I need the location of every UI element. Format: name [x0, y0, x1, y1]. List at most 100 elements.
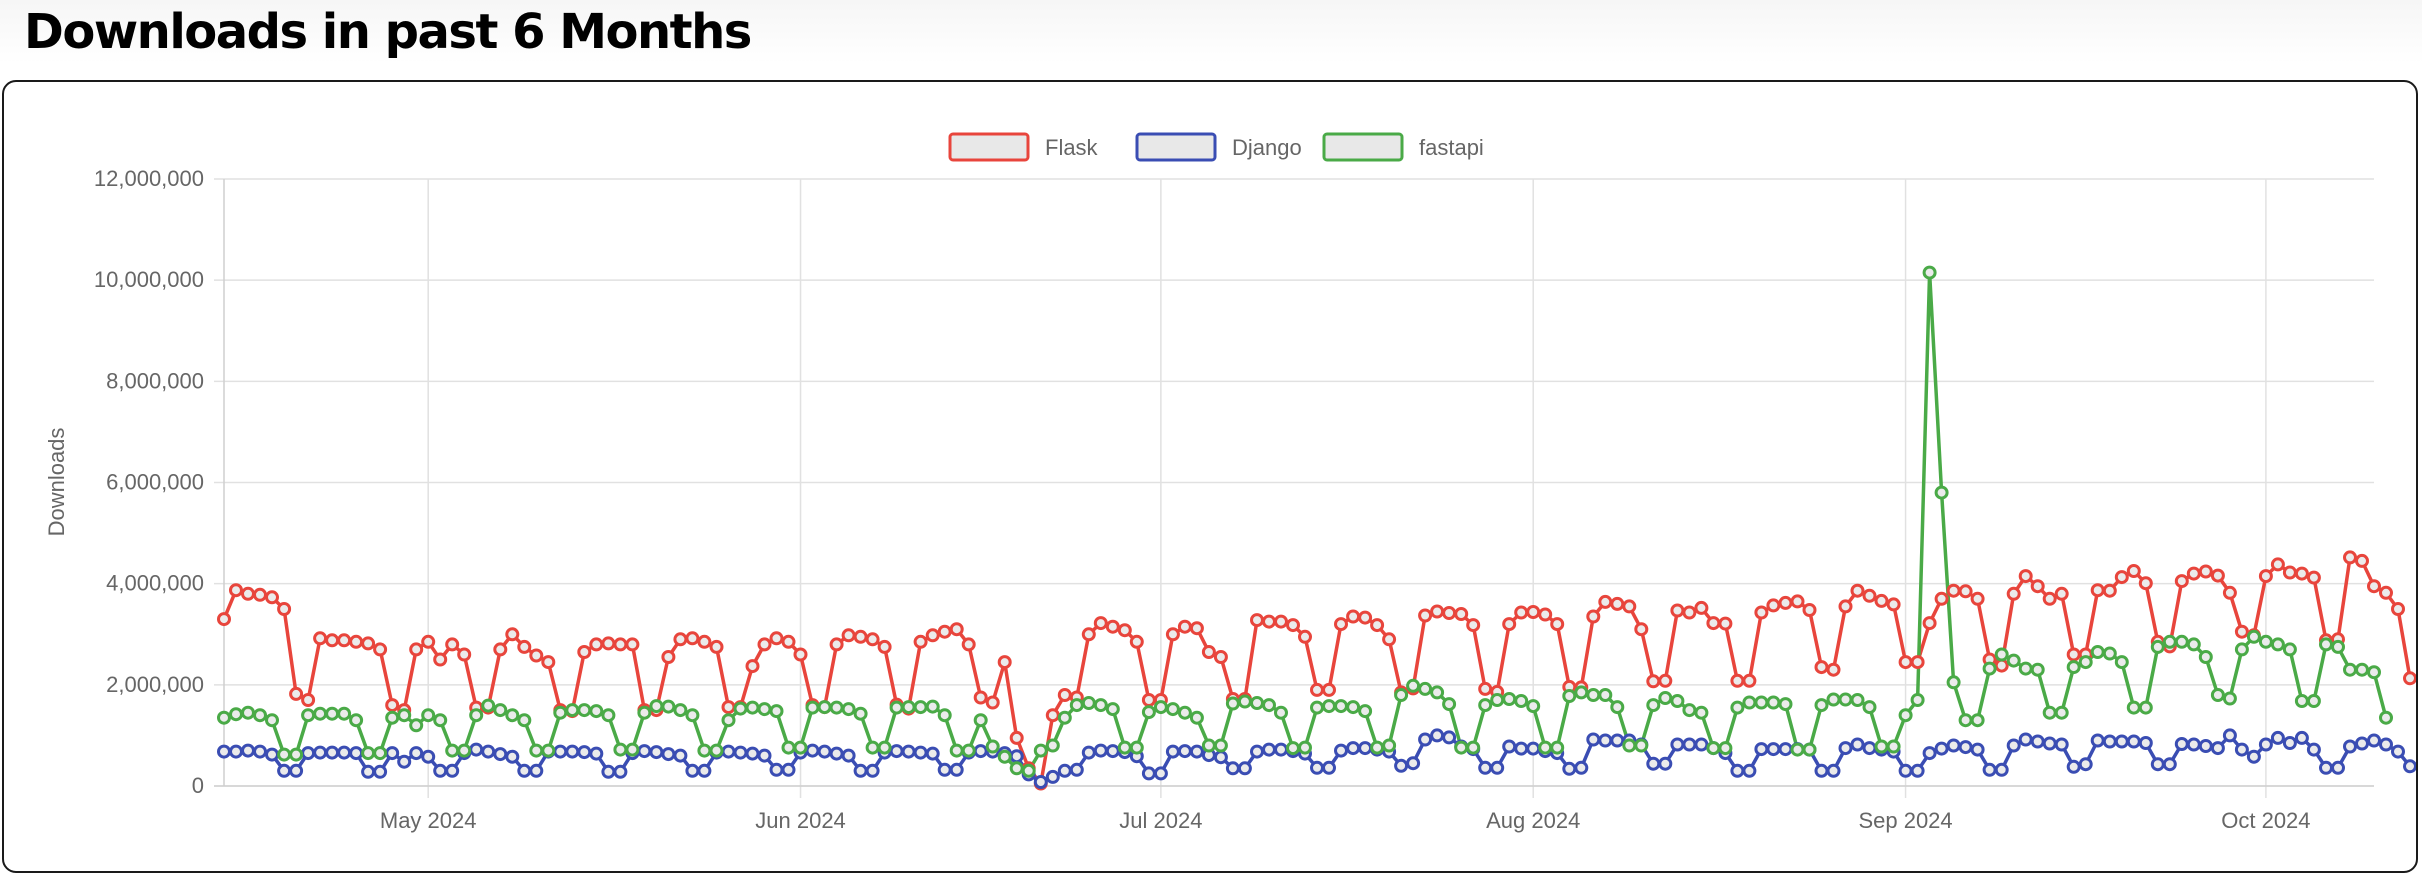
data-point-django [373, 764, 388, 779]
data-point-flask [997, 655, 1012, 670]
data-point-django [2006, 738, 2021, 753]
data-point-flask [793, 647, 808, 662]
data-point-fastapi [781, 740, 796, 755]
data-point-flask [289, 686, 304, 701]
data-point-flask [1213, 650, 1228, 664]
data-point-fastapi [2222, 691, 2237, 706]
data-point-fastapi [961, 743, 976, 758]
data-point-flask [1538, 607, 1553, 622]
data-point-flask [1814, 660, 1829, 675]
data-point-django [1189, 744, 1204, 759]
data-point-fastapi [889, 700, 904, 715]
data-point-fastapi [1766, 695, 1781, 710]
data-point-django [2090, 733, 2105, 748]
data-point-django [1826, 763, 1841, 778]
data-point-flask [1262, 614, 1276, 629]
data-point-flask [1093, 616, 1108, 631]
data-point-fastapi [457, 743, 472, 758]
data-point-fastapi [1225, 696, 1240, 711]
x-tick-label: Sep 2024 [1858, 808, 1952, 833]
data-point-fastapi [1538, 740, 1553, 755]
data-point-django [1814, 763, 1829, 778]
data-point-flask [1298, 629, 1312, 644]
data-point-fastapi [913, 700, 928, 715]
data-point-fastapi [2090, 645, 2105, 659]
data-point-fastapi [1394, 688, 1409, 702]
data-point-fastapi [877, 740, 892, 755]
data-point-django [937, 762, 952, 777]
data-point-fastapi [709, 743, 724, 758]
data-point-django [1514, 741, 1529, 756]
data-point-flask [1346, 609, 1361, 624]
legend-label-flask: Flask [1045, 135, 1099, 160]
data-point-flask [1286, 618, 1300, 633]
data-point-fastapi [481, 698, 496, 713]
data-point-fastapi [2258, 634, 2273, 649]
data-point-fastapi [265, 713, 279, 728]
data-point-flask [409, 642, 424, 657]
data-point-flask [2198, 564, 2213, 579]
data-point-django [1862, 741, 1877, 756]
data-point-fastapi [697, 743, 712, 758]
data-point-flask [1177, 619, 1192, 634]
data-point-fastapi [925, 699, 940, 714]
data-point-flask [457, 647, 472, 662]
data-point-django [745, 746, 760, 761]
data-point-django [1418, 732, 1433, 747]
data-point-fastapi [1213, 738, 1228, 753]
data-point-flask [1934, 591, 1949, 606]
data-point-fastapi [241, 705, 255, 720]
data-point-flask [517, 639, 532, 654]
data-point-fastapi [2138, 700, 2153, 715]
data-point-django [673, 748, 688, 763]
data-point-flask [1946, 583, 1961, 598]
data-point-django [577, 745, 592, 760]
y-tick-label: 8,000,000 [106, 368, 204, 393]
data-point-django [1250, 744, 1264, 759]
data-point-django [757, 748, 772, 763]
data-point-django [529, 763, 544, 778]
data-point-flask [2138, 576, 2153, 591]
x-tick-label: Oct 2024 [2221, 808, 2310, 833]
y-tick-label: 2,000,000 [106, 672, 204, 697]
data-point-flask [265, 590, 279, 605]
data-point-django [601, 764, 616, 779]
chart-card: 0 2,000,000 4,000,000 6,000,000 8,000,000 10,… [2, 80, 2418, 873]
data-point-fastapi [1550, 740, 1565, 755]
data-point-flask [1850, 583, 1865, 598]
data-point-django [1526, 741, 1541, 756]
data-point-django [1093, 743, 1108, 758]
data-point-fastapi [1201, 738, 1216, 753]
data-point-flask [1730, 673, 1745, 688]
data-point-django [1442, 730, 1457, 745]
data-point-flask [1550, 617, 1565, 632]
data-point-flask [1622, 599, 1637, 614]
data-point-django [2234, 742, 2249, 757]
data-point-fastapi [289, 747, 304, 762]
data-point-django [2042, 736, 2057, 751]
data-point-flask [1045, 708, 1060, 723]
data-point-fastapi [2018, 661, 2033, 676]
data-point-django [781, 762, 796, 777]
data-point-fastapi [2210, 688, 2225, 702]
data-point-fastapi [1658, 691, 1673, 705]
data-point-fastapi [1502, 692, 1517, 706]
data-point-flask [1922, 616, 1937, 631]
header-shade [0, 0, 2422, 64]
data-point-fastapi [337, 706, 352, 721]
data-point-django [2186, 737, 2201, 752]
data-point-fastapi [397, 708, 412, 723]
data-point-django [1225, 761, 1240, 776]
data-point-fastapi [757, 702, 772, 717]
data-point-django [265, 747, 279, 762]
data-point-fastapi [817, 700, 832, 715]
data-point-fastapi [2150, 639, 2165, 654]
data-point-flask [1718, 616, 1733, 631]
page-title: Downloads in past 6 Months [24, 4, 752, 60]
data-point-fastapi [2114, 655, 2129, 670]
data-point-flask [937, 624, 952, 639]
data-point-django [1009, 749, 1024, 764]
data-point-flask [769, 631, 784, 646]
data-point-fastapi [1478, 698, 1493, 713]
data-point-django [829, 746, 844, 761]
